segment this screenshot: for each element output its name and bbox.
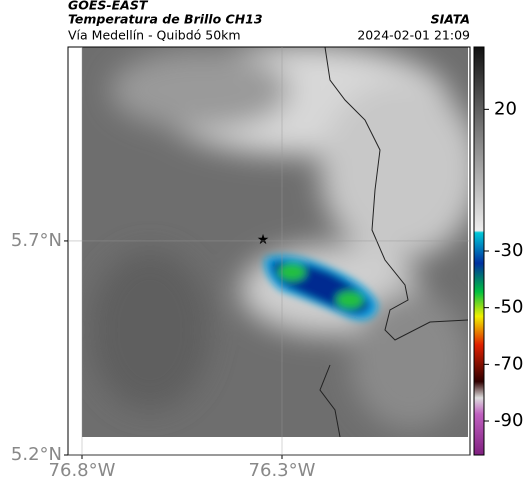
y-tick-label: 5.7°N: [11, 230, 62, 251]
source: GOES-EAST: [68, 0, 149, 13]
subtitle: Vía Medellín - Quibdó 50km: [68, 28, 241, 43]
title: Temperatura de Brillo CH13: [68, 12, 263, 27]
colorbar-tick-label: 20: [494, 98, 517, 119]
colorbar-tick-label: -30: [494, 240, 523, 261]
boundary: [319, 364, 341, 437]
colorbar-tick-label: -70: [494, 353, 523, 374]
colorbar: [473, 46, 485, 456]
y-tick-label: 5.2°N: [11, 444, 62, 465]
colorbar-tick-label: -90: [494, 410, 523, 431]
satellite-image: ★: [82, 47, 468, 437]
credit: SIATA: [431, 12, 470, 27]
boundary: [324, 47, 468, 341]
colorbar-tick-label: -50: [494, 297, 523, 318]
datetime: 2024-02-01 21:09: [357, 28, 470, 43]
x-tick-label: 76.8°W: [49, 460, 116, 481]
x-tick-label: 76.3°W: [249, 460, 316, 481]
location-marker: ★: [257, 232, 270, 248]
